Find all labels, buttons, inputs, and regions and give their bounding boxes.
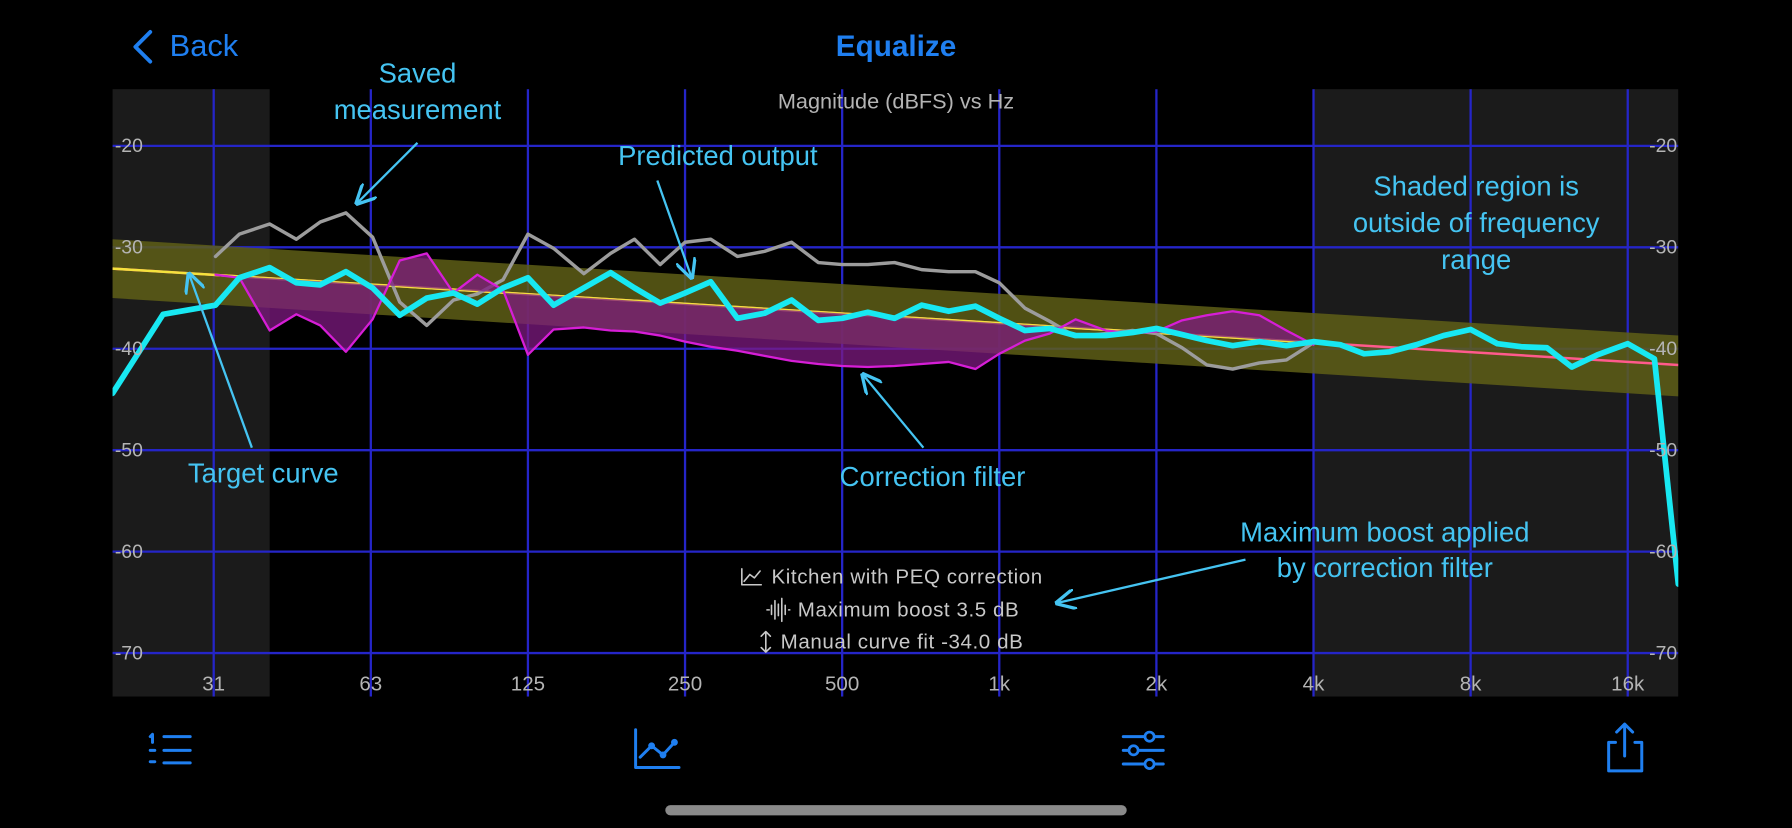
x-tick-label: 2k	[1146, 673, 1168, 696]
info-line: Manual curve fit -34.0 dB	[781, 630, 1024, 653]
chart-icon-dot[interactable]	[671, 738, 678, 746]
back-label[interactable]: Back	[170, 28, 239, 63]
x-tick-label: 4k	[1303, 673, 1325, 696]
slider-knob[interactable]	[1127, 744, 1140, 757]
updown-icon	[760, 630, 772, 653]
back-button[interactable]: Back	[133, 28, 239, 64]
out-of-range-shade	[1313, 89, 1679, 697]
annotation-text: outside of frequency	[1353, 207, 1600, 238]
share-button[interactable]	[1607, 722, 1644, 773]
y-tick-label: -50	[115, 439, 143, 461]
x-tick-label: 31	[202, 673, 225, 696]
y-tick-label: -30	[1649, 237, 1677, 259]
list-icon[interactable]	[148, 732, 192, 765]
chart-title: Magnitude (dBFS) vs Hz	[778, 89, 1014, 114]
y-tick-label: -20	[1649, 135, 1677, 157]
list-button[interactable]	[148, 732, 192, 765]
slider-knob[interactable]	[1143, 758, 1156, 770]
annotation-arrow	[189, 274, 253, 449]
annotation-text: range	[1441, 244, 1511, 275]
adjust-button[interactable]	[1121, 730, 1165, 770]
y-tick-label: -20	[115, 135, 143, 157]
y-tick-label: -70	[115, 642, 143, 664]
chart-icon-dot[interactable]	[659, 751, 667, 759]
share-icon[interactable]	[1607, 722, 1644, 773]
annotation-text: Target curve	[188, 457, 339, 488]
chart-icon-dot[interactable]	[648, 742, 656, 750]
info-line: Maximum boost 3.5 dB	[798, 598, 1020, 621]
back-chevron[interactable]	[133, 30, 153, 64]
annotation-arrow	[656, 180, 691, 277]
slider-knob[interactable]	[1143, 730, 1156, 743]
x-tick-label: 8k	[1460, 673, 1482, 696]
x-tick-label: 1k	[988, 673, 1010, 696]
annotation-text: Shaded region is	[1373, 171, 1579, 202]
x-tick-label: 125	[511, 673, 545, 696]
annotation-arrow	[863, 375, 925, 449]
labels: -20 -20 -30 -30 -40 -40 -50 -50 -60 -60 -70 -70 31 63…	[115, 58, 1678, 696]
y-tick-label: -50	[1649, 439, 1677, 461]
nav-title: Equalize	[836, 30, 956, 63]
chart-icon[interactable]	[634, 728, 681, 769]
y-tick-label: -60	[1649, 541, 1677, 563]
annotation-arrow	[357, 141, 419, 204]
x-tick-label: 250	[668, 673, 702, 696]
annotation-arrow	[1057, 558, 1246, 603]
chart-button[interactable]	[634, 728, 681, 769]
annotation-text: Predicted output	[618, 140, 818, 171]
info-line: Kitchen with PEQ correction	[772, 565, 1043, 588]
annotation-text: measurement	[334, 94, 502, 125]
y-tick-label: -40	[1649, 338, 1677, 360]
waveform-icon	[766, 597, 791, 623]
annotation-text: Correction filter	[840, 461, 1026, 492]
y-tick-label: -30	[115, 237, 143, 259]
home-indicator	[665, 805, 1127, 816]
x-tick-label: 63	[359, 673, 382, 696]
annotation-text: Maximum boost applied	[1240, 517, 1529, 548]
y-tick-label: -70	[1649, 642, 1677, 664]
plot-area	[112, 89, 1679, 697]
curve-icon	[741, 567, 763, 586]
x-tick-label: 500	[825, 673, 859, 696]
x-tick-label: 16k	[1611, 673, 1645, 696]
series-line	[112, 264, 1679, 587]
annotation-text: by correction filter	[1277, 552, 1493, 583]
annotation-text: Saved	[379, 58, 457, 89]
out-of-range-shade	[112, 89, 270, 697]
y-tick-label: -60	[115, 541, 143, 563]
y-tick-label: -40	[115, 338, 143, 360]
